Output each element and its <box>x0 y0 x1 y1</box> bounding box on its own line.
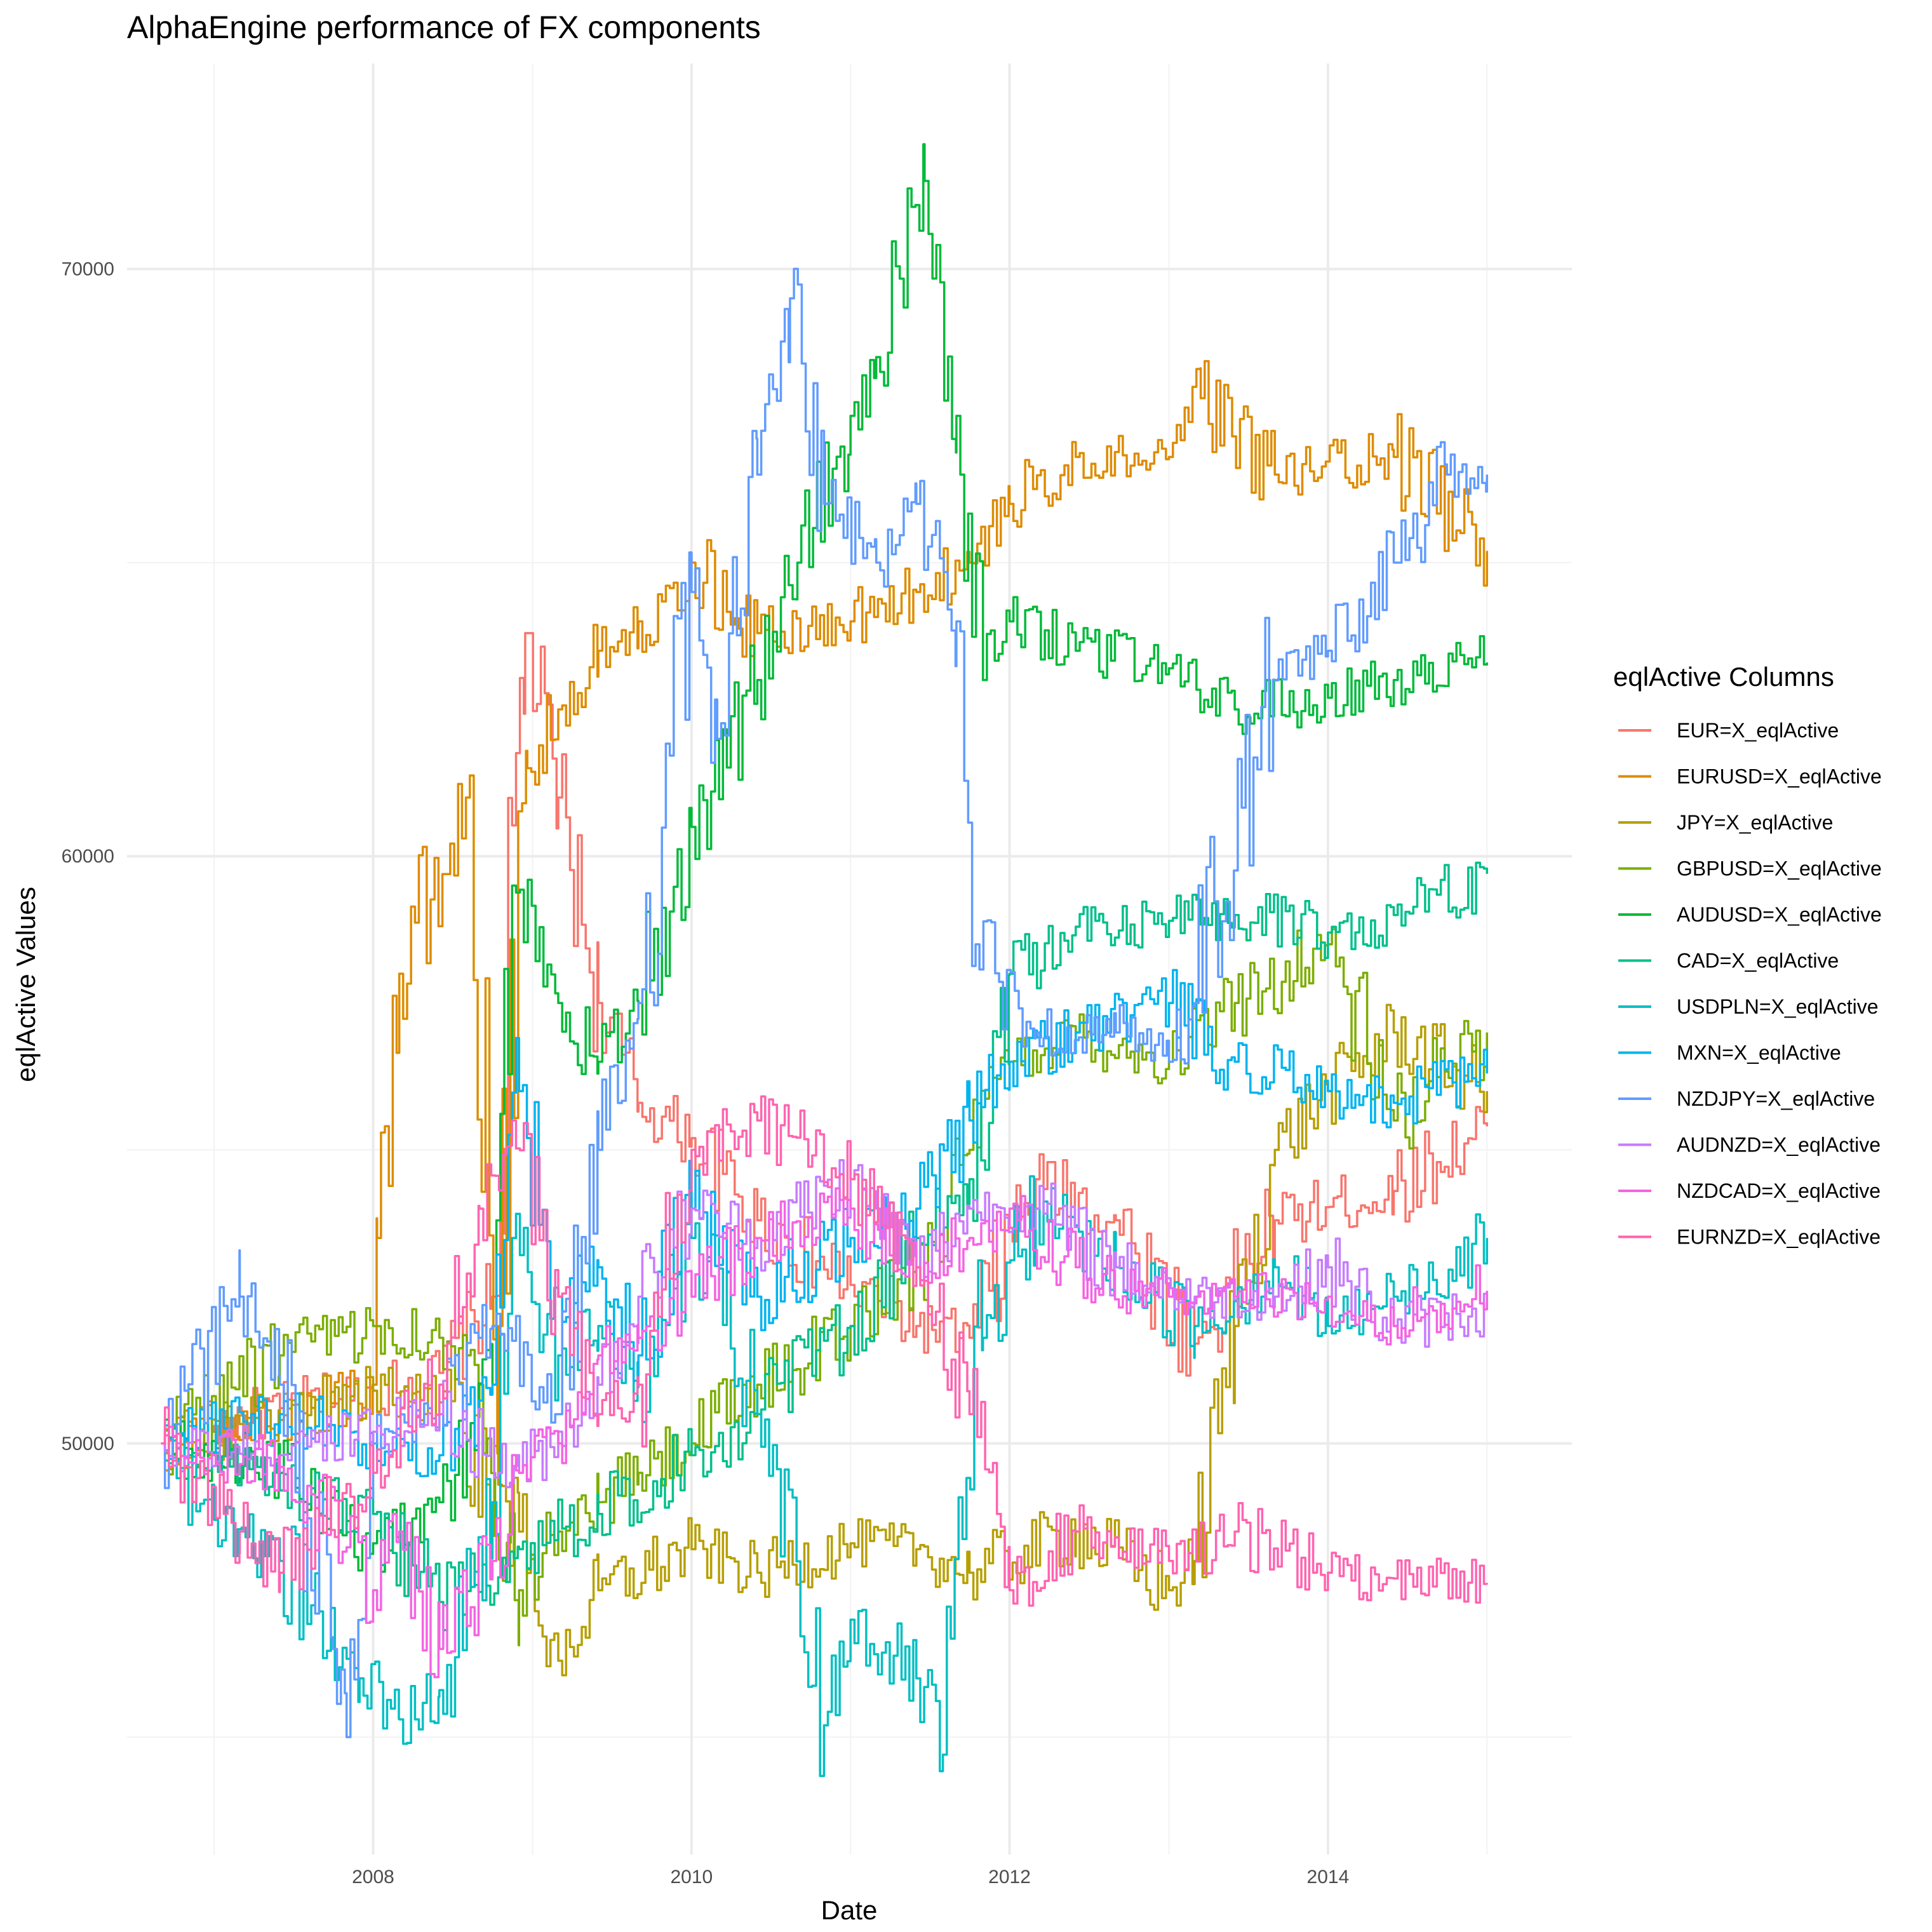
y-tick-label: 50000 <box>62 1433 114 1454</box>
legend-label: EURNZD=X_eqlActive <box>1677 1226 1881 1249</box>
legend-label: GBPUSD=X_eqlActive <box>1677 857 1882 880</box>
series-group <box>161 143 1489 1777</box>
legend-label: JPY=X_eqlActive <box>1677 811 1833 834</box>
legend-label: USDPLN=X_eqlActive <box>1677 995 1878 1018</box>
series-line-EURUSD=X_eqlActive <box>161 359 1489 1472</box>
series-line-MXN=X_eqlActive <box>161 969 1489 1477</box>
x-axis-title: Date <box>821 1895 878 1925</box>
legend-label: NZDCAD=X_eqlActive <box>1677 1179 1881 1202</box>
y-tick-label: 60000 <box>62 846 114 867</box>
series-line-CAD=X_eqlActive <box>161 861 1489 1632</box>
x-tick-label: 2012 <box>988 1867 1031 1888</box>
series-line-EUR=X_eqlActive <box>161 632 1489 1465</box>
legend-label: EUR=X_eqlActive <box>1677 719 1839 742</box>
legend: eqlActive Columns EUR=X_eqlActive EURUSD=… <box>1613 662 1882 1249</box>
x-tick-label: 2010 <box>671 1867 713 1888</box>
y-tick-labels: 50000 60000 70000 <box>62 259 114 1454</box>
y-axis-title: eqlActive Values <box>11 887 41 1082</box>
series-line-EURNZD=X_eqlActive <box>161 1095 1489 1607</box>
legend-label: AUDNZD=X_eqlActive <box>1677 1134 1881 1157</box>
x-tick-label: 2014 <box>1307 1867 1350 1888</box>
legend-title: eqlActive Columns <box>1613 662 1834 692</box>
series-line-NZDCAD=X_eqlActive <box>161 1187 1489 1679</box>
chart-title: AlphaEngine performance of FX components <box>127 10 761 45</box>
legend-label: MXN=X_eqlActive <box>1677 1042 1841 1064</box>
x-tick-label: 2008 <box>352 1867 394 1888</box>
series-line-JPY=X_eqlActive <box>161 1003 1489 1677</box>
legend-label: AUDUSD=X_eqlActive <box>1677 903 1882 926</box>
x-tick-labels: 2008 2010 2012 2014 <box>352 1867 1349 1888</box>
y-tick-label: 70000 <box>62 259 114 280</box>
legend-label: CAD=X_eqlActive <box>1677 949 1839 972</box>
legend-label: NZDJPY=X_eqlActive <box>1677 1087 1875 1110</box>
legend-label: EURUSD=X_eqlActive <box>1677 765 1882 788</box>
